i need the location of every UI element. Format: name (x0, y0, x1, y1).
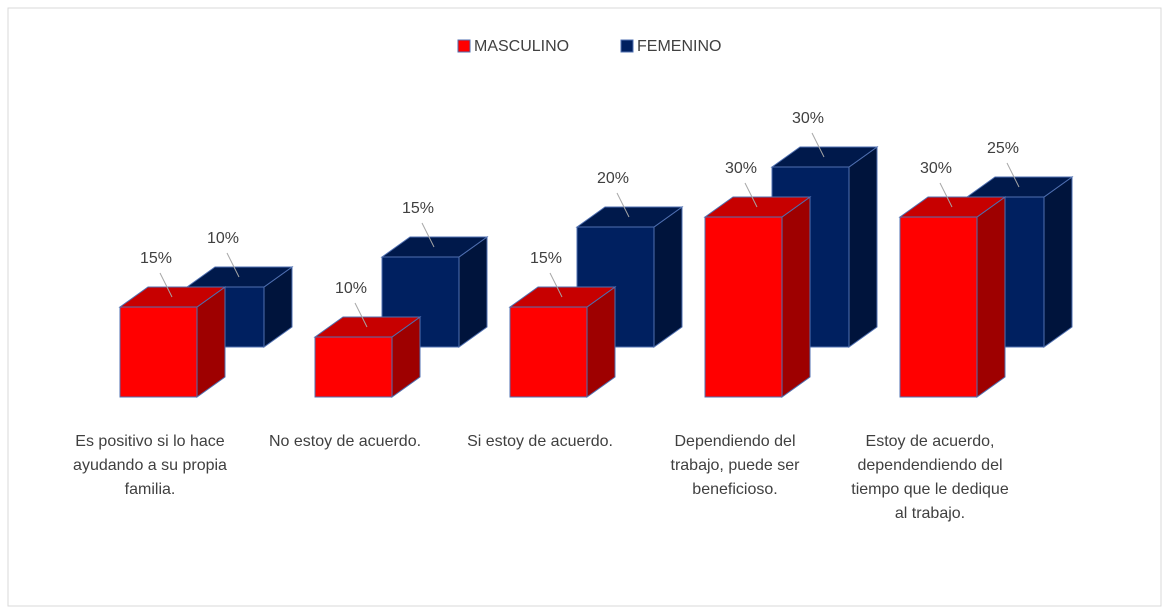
bar (509, 306, 588, 398)
data-label: 10% (207, 230, 239, 247)
legend-label: FEMENINO (637, 38, 721, 55)
data-label: 10% (335, 280, 367, 297)
leader-line (354, 302, 368, 328)
x-tick-label: Si estoy de acuerdo. (467, 433, 613, 450)
leader-line (744, 182, 758, 208)
x-tick-label: Estoy de acuerdo, dependendiendo del tie… (851, 433, 1009, 522)
legend-label: MASCULINO (474, 38, 569, 55)
data-label: 15% (402, 200, 434, 217)
bar-side (653, 206, 683, 348)
x-tick-label: Es positivo si lo hace ayudando a su pro… (73, 433, 227, 498)
leader-line (616, 192, 630, 218)
bar-side (976, 196, 1006, 398)
data-label: 15% (530, 250, 562, 267)
bar-side (848, 146, 878, 348)
bar (704, 216, 783, 398)
data-label: 20% (597, 170, 629, 187)
x-tick-label: No estoy de acuerdo. (268, 433, 422, 450)
leader-line (159, 272, 173, 298)
leader-line (226, 252, 240, 278)
bar (119, 306, 198, 398)
leader-line (811, 132, 825, 158)
bar (314, 336, 393, 398)
data-label: 15% (140, 250, 172, 267)
data-label: 30% (725, 160, 757, 177)
x-tick-label: Dependiendo del trabajo, puede ser benef… (670, 433, 800, 498)
legend-swatch (457, 39, 471, 53)
bar (899, 216, 978, 398)
leader-line (421, 222, 435, 248)
bar-side (781, 196, 811, 398)
leader-line (1006, 162, 1020, 188)
leader-line (939, 182, 953, 208)
data-label: 25% (987, 140, 1019, 157)
data-label: 30% (792, 110, 824, 127)
data-label: 30% (920, 160, 952, 177)
legend-swatch (620, 39, 634, 53)
bar-side (1043, 176, 1073, 348)
leader-line (549, 272, 563, 298)
